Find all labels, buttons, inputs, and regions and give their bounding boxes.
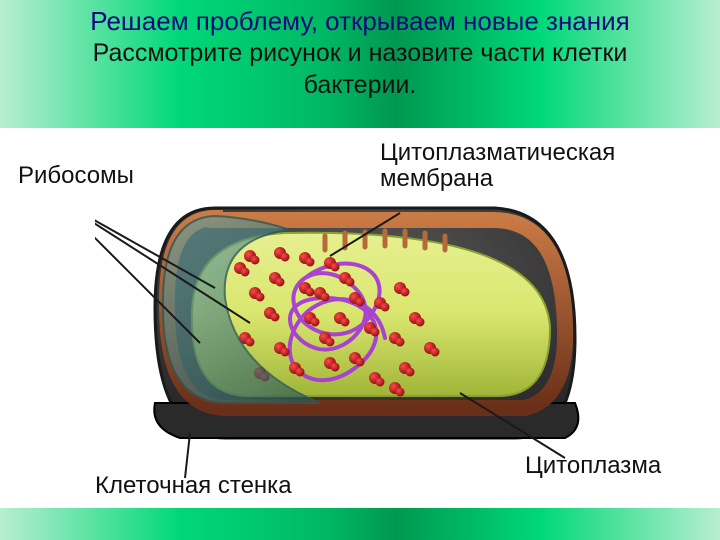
page-subtitle-l2: бактерии. [0,70,720,100]
label-cell-wall: Клеточная стенка [95,473,292,499]
header-gradient: Решаем проблему, открываем новые знания … [0,0,720,128]
label-membrane-l1: Цитоплазматическая [380,139,615,166]
diagram-area: Рибосомы Цитоплазматическая мембрана Кле… [0,128,720,508]
label-ribosomes: Рибосомы [18,163,134,189]
page-title: Решаем проблему, открываем новые знания [0,6,720,36]
label-membrane-l2: мембрана [380,165,493,192]
footer-gradient [0,508,720,540]
label-cytoplasm: Цитоплазма [525,453,661,479]
label-membrane: Цитоплазматическая мембрана [380,140,640,192]
page-subtitle-l1: Рассмотрите рисунок и назовите части кле… [0,38,720,68]
